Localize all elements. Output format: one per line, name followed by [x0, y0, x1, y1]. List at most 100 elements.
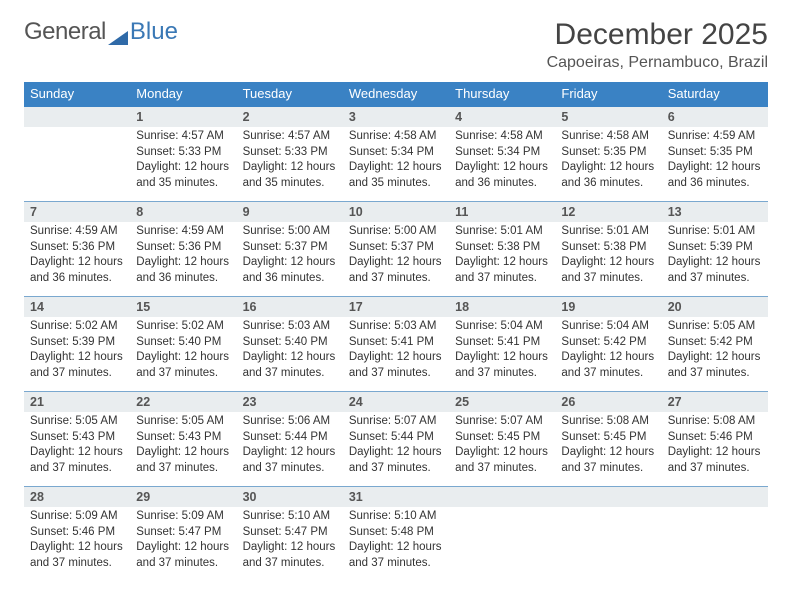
day-info: Sunrise: 5:07 AMSunset: 5:45 PMDaylight:…: [449, 412, 555, 486]
day-number: 14: [24, 296, 130, 317]
sunset-line: Sunset: 5:47 PM: [136, 525, 230, 541]
sunset-line: Sunset: 5:38 PM: [561, 240, 655, 256]
day-info: Sunrise: 5:06 AMSunset: 5:44 PMDaylight:…: [237, 412, 343, 486]
sunrise-line: Sunrise: 5:07 AM: [349, 414, 443, 430]
weekday-header: Sunday: [24, 82, 130, 105]
day-number: 13: [662, 201, 768, 222]
daylight-line: Daylight: 12 hours and 37 minutes.: [136, 540, 230, 571]
day-number: 28: [24, 486, 130, 507]
sunset-line: Sunset: 5:43 PM: [136, 430, 230, 446]
day-number-row: 123456: [24, 105, 768, 127]
sunset-line: Sunset: 5:45 PM: [455, 430, 549, 446]
sunset-line: Sunset: 5:35 PM: [561, 145, 655, 161]
logo-general: General: [24, 18, 106, 46]
daylight-line: Daylight: 12 hours and 37 minutes.: [561, 445, 655, 476]
day-number: 7: [24, 201, 130, 222]
sunrise-line: Sunrise: 5:04 AM: [455, 319, 549, 335]
day-number: 25: [449, 391, 555, 412]
weeks-container: 123456Sunrise: 4:57 AMSunset: 5:33 PMDay…: [24, 105, 768, 581]
sunset-line: Sunset: 5:37 PM: [349, 240, 443, 256]
day-info: Sunrise: 5:01 AMSunset: 5:38 PMDaylight:…: [555, 222, 661, 296]
day-info-row: Sunrise: 4:59 AMSunset: 5:36 PMDaylight:…: [24, 222, 768, 296]
sunrise-line: Sunrise: 5:05 AM: [668, 319, 762, 335]
sunrise-line: Sunrise: 5:05 AM: [30, 414, 124, 430]
day-info-row: Sunrise: 4:57 AMSunset: 5:33 PMDaylight:…: [24, 127, 768, 201]
weekday-header-row: SundayMondayTuesdayWednesdayThursdayFrid…: [24, 82, 768, 105]
daylight-line: Daylight: 12 hours and 35 minutes.: [243, 160, 337, 191]
sunset-line: Sunset: 5:46 PM: [30, 525, 124, 541]
sunset-line: Sunset: 5:43 PM: [30, 430, 124, 446]
day-info: Sunrise: 5:09 AMSunset: 5:47 PMDaylight:…: [130, 507, 236, 581]
sunset-line: Sunset: 5:44 PM: [243, 430, 337, 446]
day-number: 9: [237, 201, 343, 222]
daylight-line: Daylight: 12 hours and 37 minutes.: [668, 350, 762, 381]
day-info: Sunrise: 4:59 AMSunset: 5:36 PMDaylight:…: [130, 222, 236, 296]
day-number: 26: [555, 391, 661, 412]
day-info: Sunrise: 5:02 AMSunset: 5:40 PMDaylight:…: [130, 317, 236, 391]
sunrise-line: Sunrise: 5:02 AM: [30, 319, 124, 335]
daylight-line: Daylight: 12 hours and 37 minutes.: [349, 350, 443, 381]
daylight-line: Daylight: 12 hours and 37 minutes.: [455, 445, 549, 476]
day-number: 3: [343, 105, 449, 127]
daylight-line: Daylight: 12 hours and 37 minutes.: [136, 350, 230, 381]
day-info: Sunrise: 4:58 AMSunset: 5:34 PMDaylight:…: [449, 127, 555, 201]
daylight-line: Daylight: 12 hours and 36 minutes.: [455, 160, 549, 191]
sunrise-line: Sunrise: 4:59 AM: [668, 129, 762, 145]
sunset-line: Sunset: 5:44 PM: [349, 430, 443, 446]
day-number: 19: [555, 296, 661, 317]
day-info: Sunrise: 4:57 AMSunset: 5:33 PMDaylight:…: [237, 127, 343, 201]
daylight-line: Daylight: 12 hours and 35 minutes.: [136, 160, 230, 191]
day-info: Sunrise: 5:04 AMSunset: 5:41 PMDaylight:…: [449, 317, 555, 391]
sunrise-line: Sunrise: 4:57 AM: [243, 129, 337, 145]
day-number: 24: [343, 391, 449, 412]
sunrise-line: Sunrise: 5:09 AM: [30, 509, 124, 525]
sunset-line: Sunset: 5:37 PM: [243, 240, 337, 256]
sunrise-line: Sunrise: 5:02 AM: [136, 319, 230, 335]
daylight-line: Daylight: 12 hours and 35 minutes.: [349, 160, 443, 191]
day-info: Sunrise: 5:02 AMSunset: 5:39 PMDaylight:…: [24, 317, 130, 391]
daylight-line: Daylight: 12 hours and 36 minutes.: [668, 160, 762, 191]
page-title: December 2025: [547, 18, 768, 52]
day-number: 6: [662, 105, 768, 127]
day-number: 5: [555, 105, 661, 127]
sunset-line: Sunset: 5:46 PM: [668, 430, 762, 446]
sunset-line: Sunset: 5:48 PM: [349, 525, 443, 541]
daylight-line: Daylight: 12 hours and 37 minutes.: [561, 255, 655, 286]
sunrise-line: Sunrise: 4:57 AM: [136, 129, 230, 145]
daylight-line: Daylight: 12 hours and 37 minutes.: [30, 445, 124, 476]
day-info: Sunrise: 5:09 AMSunset: 5:46 PMDaylight:…: [24, 507, 130, 581]
sunrise-line: Sunrise: 4:59 AM: [30, 224, 124, 240]
weekday-header: Monday: [130, 82, 236, 105]
daylight-line: Daylight: 12 hours and 37 minutes.: [243, 540, 337, 571]
sunrise-line: Sunrise: 5:03 AM: [243, 319, 337, 335]
sunset-line: Sunset: 5:35 PM: [668, 145, 762, 161]
daylight-line: Daylight: 12 hours and 37 minutes.: [668, 445, 762, 476]
sunset-line: Sunset: 5:36 PM: [136, 240, 230, 256]
sunset-line: Sunset: 5:42 PM: [561, 335, 655, 351]
day-info: Sunrise: 5:10 AMSunset: 5:48 PMDaylight:…: [343, 507, 449, 581]
sunset-line: Sunset: 5:41 PM: [349, 335, 443, 351]
day-info-row: Sunrise: 5:09 AMSunset: 5:46 PMDaylight:…: [24, 507, 768, 581]
day-info: Sunrise: 5:04 AMSunset: 5:42 PMDaylight:…: [555, 317, 661, 391]
day-info: [555, 507, 661, 581]
day-number-row: 14151617181920: [24, 296, 768, 317]
day-number: 1: [130, 105, 236, 127]
day-number: 20: [662, 296, 768, 317]
day-info-row: Sunrise: 5:05 AMSunset: 5:43 PMDaylight:…: [24, 412, 768, 486]
sunrise-line: Sunrise: 5:07 AM: [455, 414, 549, 430]
title-block: December 2025 Capoeiras, Pernambuco, Bra…: [547, 18, 768, 72]
day-info: Sunrise: 5:00 AMSunset: 5:37 PMDaylight:…: [343, 222, 449, 296]
daylight-line: Daylight: 12 hours and 36 minutes.: [136, 255, 230, 286]
sunset-line: Sunset: 5:36 PM: [30, 240, 124, 256]
sunrise-line: Sunrise: 5:06 AM: [243, 414, 337, 430]
daylight-line: Daylight: 12 hours and 37 minutes.: [30, 540, 124, 571]
day-number: 30: [237, 486, 343, 507]
location-subtitle: Capoeiras, Pernambuco, Brazil: [547, 54, 768, 72]
weekday-header: Saturday: [662, 82, 768, 105]
sunset-line: Sunset: 5:40 PM: [136, 335, 230, 351]
sunrise-line: Sunrise: 5:09 AM: [136, 509, 230, 525]
daylight-line: Daylight: 12 hours and 37 minutes.: [349, 445, 443, 476]
daylight-line: Daylight: 12 hours and 36 minutes.: [30, 255, 124, 286]
day-info: [24, 127, 130, 201]
day-info: Sunrise: 5:05 AMSunset: 5:42 PMDaylight:…: [662, 317, 768, 391]
